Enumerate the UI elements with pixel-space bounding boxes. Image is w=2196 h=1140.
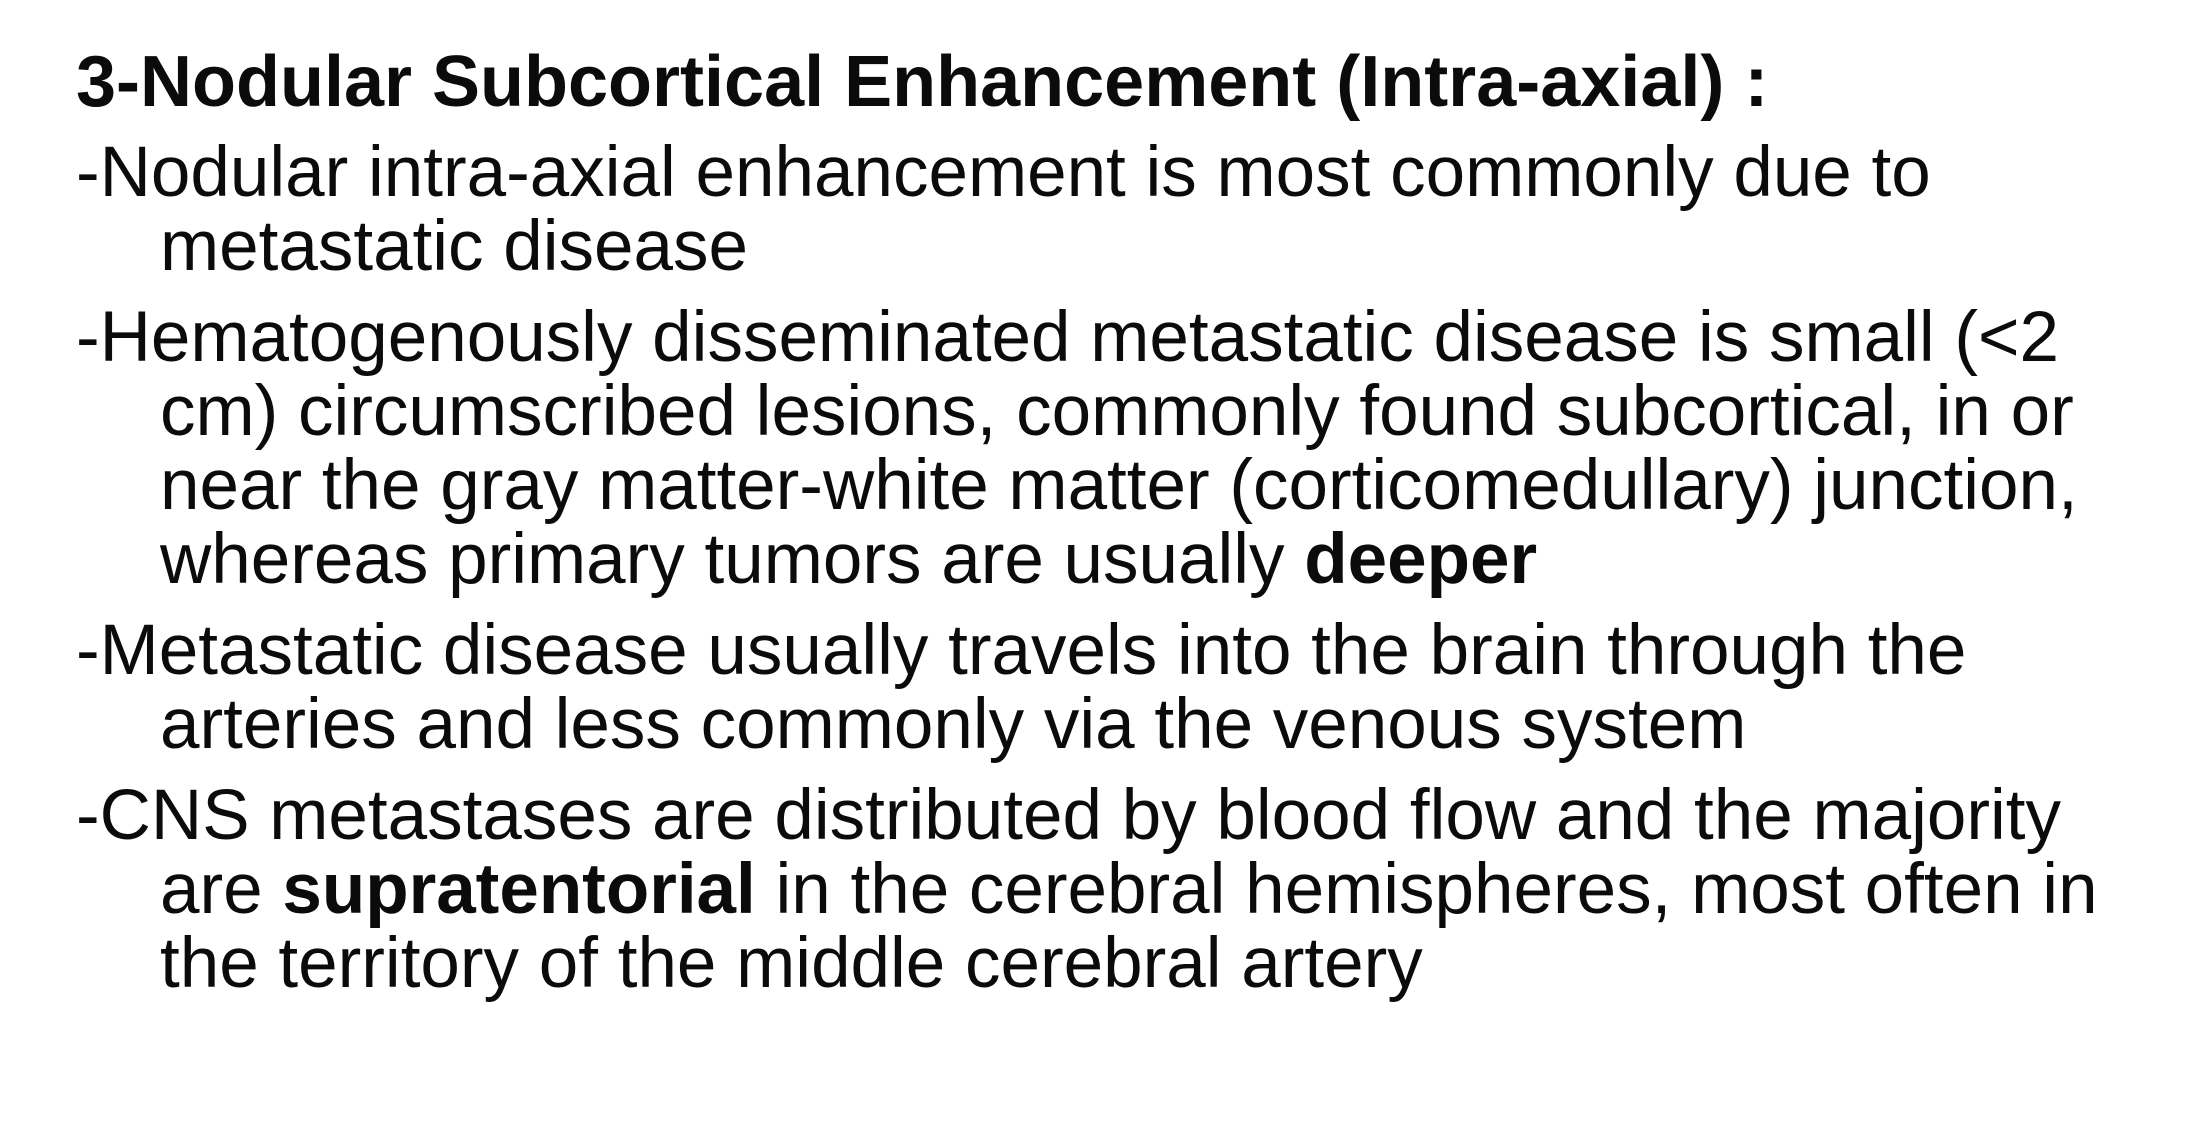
bullet-item: -Nodular intra-axial enhancement is most… xyxy=(76,136,2136,284)
bullet-item: -Hematogenously disseminated metastatic … xyxy=(76,301,2136,597)
bullet-text: -CNS metastases are distributed by blood… xyxy=(76,776,2061,929)
bullet-text-continued: in the cerebral hemispheres, most often … xyxy=(160,850,2098,1003)
bullet-emphasis: supratentorial xyxy=(282,850,756,929)
slide-heading: 3-Nodular Subcortical Enhancement (Intra… xyxy=(76,42,1769,122)
bullet-item: -Metastatic disease usually travels into… xyxy=(76,614,2136,762)
bullet-text: -Hematogenously disseminated metastatic … xyxy=(76,298,2078,599)
bullet-text: -Nodular intra-axial enhancement is most… xyxy=(76,133,1931,286)
bullet-text: -Metastatic disease usually travels into… xyxy=(76,611,1967,764)
bullet-item: -CNS metastases are distributed by blood… xyxy=(76,779,2136,1001)
slide-content: 3-Nodular Subcortical Enhancement (Intra… xyxy=(76,40,2136,1018)
bullet-emphasis: deeper xyxy=(1304,520,1538,599)
